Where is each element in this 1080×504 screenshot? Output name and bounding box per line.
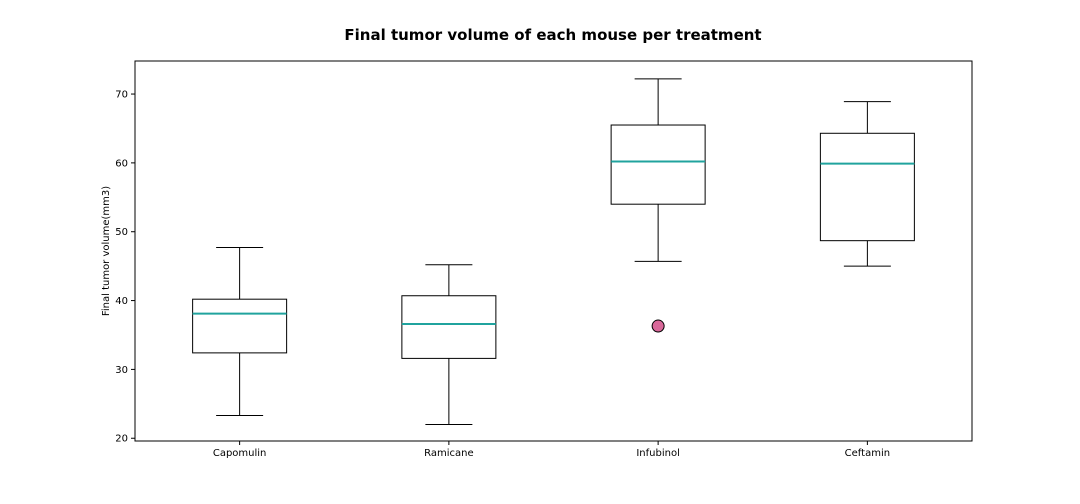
box-ramicane [401, 264, 497, 425]
outlier-point [651, 319, 665, 333]
y-tick-label: 30 [115, 365, 128, 376]
y-tick-label: 20 [115, 434, 128, 445]
y-tick-label: 40 [115, 296, 128, 307]
x-tick-label: Ceftamin [845, 448, 890, 459]
y-axis-label: Final tumor volume(mm3) [101, 186, 112, 316]
y-tick-label: 60 [115, 158, 128, 169]
x-tick-label: Ramicane [424, 448, 474, 459]
chart-title: Final tumor volume of each mouse per tre… [344, 26, 761, 44]
y-tick-label: 70 [115, 90, 128, 101]
x-axis: Capomulin Ramicane Infubinol Ceftamin [213, 441, 890, 459]
boxes-group [192, 78, 915, 425]
box-capomulin [192, 247, 288, 417]
iqr-box [610, 124, 706, 205]
box-ceftamin [819, 101, 915, 267]
plot-area-frame [134, 60, 973, 442]
iqr-box [819, 132, 915, 242]
box-infubinol [610, 78, 706, 333]
x-tick-label: Capomulin [213, 448, 267, 459]
iqr-box [192, 298, 288, 354]
y-axis: 20 30 40 50 60 70 [115, 90, 135, 445]
iqr-box [401, 295, 497, 359]
y-tick-label: 50 [115, 227, 128, 238]
x-tick-label: Infubinol [636, 448, 680, 459]
